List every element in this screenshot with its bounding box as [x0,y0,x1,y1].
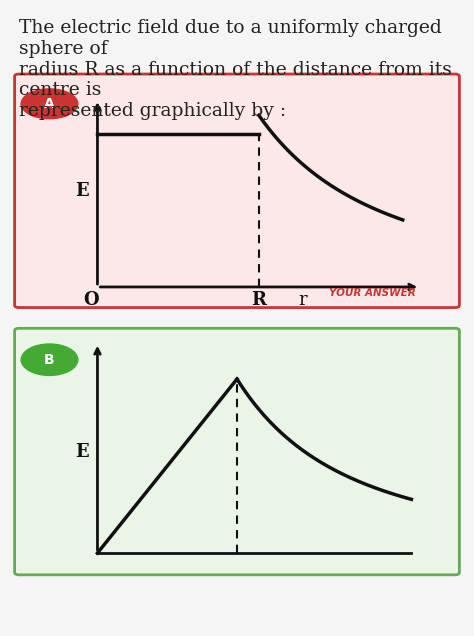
Text: E: E [75,182,89,200]
Circle shape [21,344,78,375]
Text: B: B [44,353,55,367]
Text: The electric field due to a uniformly charged sphere of
radius R as a function o: The electric field due to a uniformly ch… [19,19,452,120]
FancyBboxPatch shape [15,74,459,308]
Circle shape [21,89,78,119]
Text: E: E [75,443,89,460]
Text: r: r [298,291,307,308]
Text: R: R [251,291,266,308]
Text: O: O [83,291,99,308]
Text: A: A [44,97,55,111]
FancyBboxPatch shape [15,328,459,575]
Text: YOUR ANSWER: YOUR ANSWER [329,288,416,298]
